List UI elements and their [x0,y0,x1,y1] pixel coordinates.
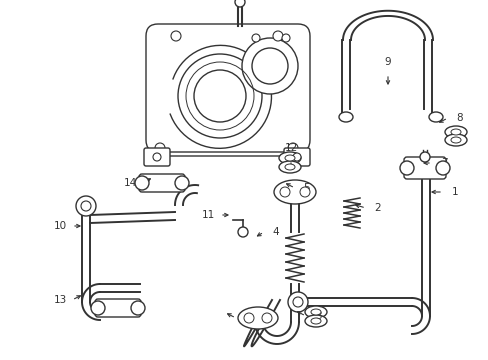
Ellipse shape [285,155,294,161]
Ellipse shape [285,164,294,170]
Circle shape [76,196,96,216]
Ellipse shape [338,112,352,122]
Text: 3: 3 [314,311,321,321]
Text: 10: 10 [53,221,66,231]
Circle shape [251,34,260,42]
Circle shape [81,201,91,211]
Ellipse shape [428,112,442,122]
Ellipse shape [450,129,460,135]
Circle shape [299,187,309,197]
Circle shape [280,187,289,197]
Circle shape [251,48,287,84]
Circle shape [235,0,244,7]
Text: 1: 1 [451,187,457,197]
Circle shape [282,34,289,42]
Text: 14: 14 [123,178,136,188]
Text: 4: 4 [272,227,279,237]
Text: 9: 9 [384,57,390,67]
Circle shape [272,31,283,41]
Circle shape [292,297,303,307]
Ellipse shape [279,161,301,173]
Ellipse shape [444,134,466,146]
Circle shape [91,301,105,315]
Circle shape [419,152,429,162]
Ellipse shape [305,306,326,318]
Circle shape [135,176,149,190]
Ellipse shape [273,180,315,204]
Circle shape [155,143,164,153]
Circle shape [399,161,413,175]
Ellipse shape [279,152,301,164]
Text: 2: 2 [374,203,381,213]
Circle shape [153,153,161,161]
Text: 5: 5 [303,183,310,193]
Circle shape [194,70,245,122]
Text: 12: 12 [284,143,297,153]
Ellipse shape [310,309,320,315]
Text: 13: 13 [53,295,66,305]
FancyBboxPatch shape [95,299,141,317]
Circle shape [435,161,449,175]
Circle shape [175,176,189,190]
Circle shape [238,227,247,237]
FancyBboxPatch shape [139,174,184,192]
Circle shape [242,38,297,94]
FancyBboxPatch shape [403,157,445,179]
Ellipse shape [305,315,326,327]
Circle shape [131,301,145,315]
Text: 11: 11 [201,210,214,220]
Circle shape [171,31,181,41]
Circle shape [287,292,307,312]
Ellipse shape [450,137,460,143]
Ellipse shape [238,307,278,329]
Text: 7: 7 [440,158,447,168]
Circle shape [287,143,297,153]
Ellipse shape [310,318,320,324]
Text: 6: 6 [244,313,251,323]
FancyBboxPatch shape [143,148,170,166]
FancyBboxPatch shape [284,148,309,166]
Circle shape [292,153,301,161]
FancyBboxPatch shape [146,24,309,152]
Circle shape [244,313,253,323]
Circle shape [262,313,271,323]
Ellipse shape [444,126,466,138]
Circle shape [178,54,262,138]
Text: 8: 8 [456,113,462,123]
